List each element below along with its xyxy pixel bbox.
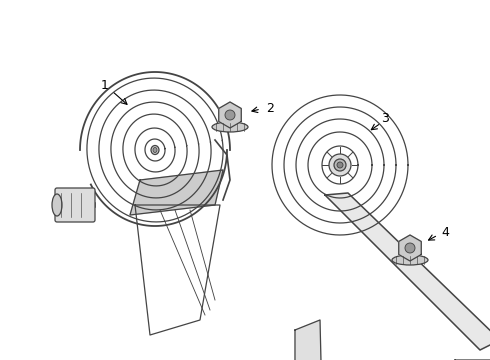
Text: 3: 3 [381,112,389,125]
Text: 1: 1 [101,78,109,91]
Ellipse shape [392,255,428,265]
Text: 4: 4 [441,225,449,239]
Ellipse shape [334,159,346,171]
Polygon shape [295,320,322,360]
Polygon shape [399,235,421,261]
Ellipse shape [212,122,248,132]
Polygon shape [325,193,490,350]
Circle shape [225,110,235,120]
Text: 2: 2 [266,102,274,114]
Ellipse shape [153,148,157,153]
Ellipse shape [337,162,343,168]
Ellipse shape [329,154,351,176]
Ellipse shape [52,194,62,216]
FancyBboxPatch shape [55,188,95,222]
Polygon shape [130,170,223,215]
Ellipse shape [151,145,159,154]
Polygon shape [219,102,241,128]
Circle shape [405,243,415,253]
